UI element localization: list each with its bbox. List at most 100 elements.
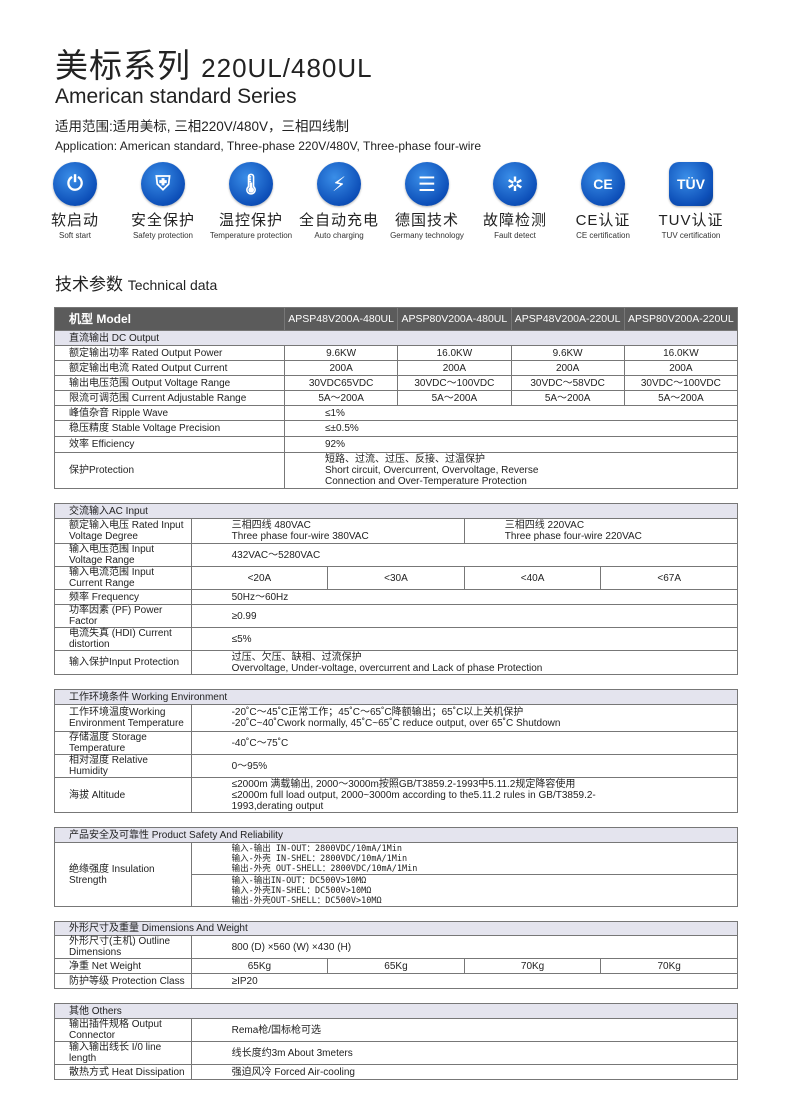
table-row: 绝缘强度 Insulation Strength 输入-输出 IN-OUT：280… [54, 842, 739, 907]
table-row: 输出插件规格 Output Connector Rema枪/国标枪可选 [54, 1018, 739, 1042]
row-label: 峰值杂音 Ripple Wave [54, 405, 285, 421]
section-title: 其他 Others [54, 1003, 738, 1019]
row-value: -20˚C～45˚C正常工作；45˚C～65˚C降额输出；65˚C以上关机保护 -… [190, 704, 739, 732]
feature-label-cn: TUV认证 [658, 212, 724, 229]
cell-line: Three phase four-wire 380VAC [231, 531, 369, 542]
row-value: 强迫风冷 Forced Air-cooling [190, 1064, 739, 1080]
cell-line: 三相四线 480VAC [231, 520, 311, 531]
table-row: 额定输出电流 Rated Output Current 200A 200A 200A 2… [54, 360, 739, 376]
row-value: 短路、过流、过压、反接、过温保护 Short circuit, Overcurre… [284, 452, 738, 489]
row-value: 0～95% [190, 754, 739, 778]
row-value: 200A [283, 360, 399, 376]
table-row: 稳压精度 Stable Voltage Precision ≤±0.5% [54, 420, 738, 437]
feature-label-en: TUV certification [661, 231, 721, 240]
cell-line: Rema枪/国标枪可选 [231, 1024, 322, 1036]
cell-line: ≤±0.5% [325, 423, 359, 434]
row-label: 额定输入电压 Rated Input Voltage Degree [54, 518, 192, 544]
cell-line: <30A [384, 572, 408, 584]
cell-line: 65Kg [247, 960, 272, 972]
row-value: 过压、欠压、缺相、过流保护 Overvoltage, Under-voltage,… [190, 650, 739, 675]
row-value: 50Hz～60Hz [190, 589, 739, 605]
row-value: 70Kg [463, 958, 602, 974]
row-value: 三相四线 220VAC Three phase four-wire 220VAC [463, 518, 739, 544]
page-title: 美标系列 220UL/480UL [55, 48, 373, 86]
row-value: ≥0.99 [190, 604, 739, 628]
cell-line: <40A [520, 572, 545, 584]
section-row: 交流输入AC Input [54, 503, 738, 519]
row-label: 电流失真 (HDI) Current distortion [54, 627, 192, 651]
cell-line: 9.6KW [326, 347, 357, 359]
cell-line: 过压、欠压、缺相、过流保护 [231, 651, 362, 663]
cell-line: 16.0KW [436, 347, 473, 359]
thermometer-icon: 🌡 [229, 162, 273, 206]
cell-line: -20˚C~40˚Cwork normally, 45˚C~65˚C reduc… [231, 718, 561, 729]
table-row: 效率 Efficiency 92% [54, 436, 738, 453]
cell-line: 16.0KW [663, 347, 699, 359]
row-value: 200A [623, 360, 739, 376]
row-value: <67A [600, 566, 738, 590]
cell-line: 三相四线 220VAC [504, 520, 585, 531]
cell-line: 432VAC～5280VAC [231, 549, 321, 561]
row-value: 92% [284, 436, 738, 453]
cell-line: ≤2000m 满载输出, 2000～3000m按照GB/T3859.2-1993… [231, 778, 576, 790]
cell-line: 短路、过流、过压、反接、过温保护 [325, 454, 485, 465]
row-label: 输入保护Input Protection [54, 650, 192, 675]
cell-line: Connection and Over-Temperature Protecti… [325, 476, 527, 487]
table-row: 保护Protection 短路、过流、过压、反接、过温保护 Short circui… [54, 452, 738, 489]
cell-line: <67A [657, 572, 681, 584]
cell-line: 线长度约3m About 3meters [231, 1047, 353, 1059]
shield-icon: ⛨ [141, 162, 185, 206]
section-title: 交流输入AC Input [54, 503, 738, 519]
row-value: 800 (D) ×560 (W) ×430 (H) [190, 935, 739, 959]
cell-line: 65Kg [384, 960, 408, 972]
section-row: 直流输出 DC Output [54, 330, 738, 346]
row-value: -40˚C～75˚C [190, 731, 739, 755]
model-name: APSP48V200A-220UL [510, 307, 625, 331]
table-row: 输入电压范围 Input Voltage Range 432VAC～5280VAC [54, 543, 739, 567]
row-value: 5A～200A [510, 390, 625, 406]
row-value: <40A [463, 566, 602, 590]
section-row: 产品安全及可靠性 Product Safety And Reliability [54, 827, 738, 843]
row-value: 432VAC～5280VAC [190, 543, 739, 567]
row-label: 输入输出线长 I/0 line length [54, 1041, 192, 1065]
row-label: 输出插件规格 Output Connector [54, 1018, 192, 1042]
spec-table: 交流输入AC Input 额定输入电压 Rated Input Voltage D… [54, 503, 739, 675]
row-label: 存储温度 Storage Temperature [54, 731, 192, 755]
row-label: 额定输出电流 Rated Output Current [54, 360, 285, 376]
row-label: 效率 Efficiency [54, 436, 285, 453]
table-row: 峰值杂音 Ripple Wave ≤1% [54, 405, 738, 421]
feature-0: ⏻ 软启动 Soft start [31, 162, 119, 241]
feature-4: ☰ 德国技术 Germany technology [383, 162, 471, 241]
row-label: 工作环境温度Working Environment Temperature [54, 704, 192, 732]
feature-label-en: Safety protection [132, 231, 194, 240]
table-row: 输入电流范围 Input Current Range <20A <30A <40A <6… [54, 566, 738, 590]
tuv-mark-icon: TÜV [669, 162, 713, 206]
feature-label-cn: CE认证 [575, 212, 631, 229]
feature-label-cn: 全自动充电 [298, 212, 379, 229]
table-row: 净重 Net Weight 65Kg 65Kg 70Kg 70Kg [54, 958, 738, 974]
cell-line: 200A [669, 362, 693, 374]
cell-line: 200A [555, 362, 580, 374]
feature-label-cn: 故障检测 [482, 212, 547, 229]
cell-line: 输出-外壳 OUT-SHELL：2800VDC/10mA/1Min [231, 863, 418, 874]
row-label: 外形尺寸(主机) Outline Dimensions [54, 935, 192, 959]
row-label: 净重 Net Weight [54, 958, 192, 974]
feature-6: CE CE认证 CE certification [559, 162, 647, 241]
feature-label-en: Temperature protection [209, 231, 293, 240]
feature-label-en: CE certification [576, 231, 630, 240]
model-name: APSP80V200A-220UL [623, 307, 739, 331]
row-value: 30VDC～100VDC [623, 375, 739, 391]
row-label: 输入电流范围 Input Current Range [54, 566, 192, 590]
cell-line: 5A～200A [318, 392, 364, 404]
row-label: 防护等级 Protection Class [54, 973, 192, 989]
table-row: 存储温度 Storage Temperature -40˚C～75˚C [54, 731, 739, 755]
table-row: 外形尺寸(主机) Outline Dimensions 800 (D) ×560 … [54, 935, 739, 959]
cell-line: ≥IP20 [231, 975, 258, 987]
section-title: 直流输出 DC Output [54, 330, 738, 346]
feature-label-en: Auto charging [314, 231, 364, 240]
model-name: APSP48V200A-480UL [283, 307, 399, 331]
table-row: 输入输出线长 I/0 line length 线长度约3m About 3mete… [54, 1041, 739, 1065]
section-title: 技术参数 Technical data [55, 274, 217, 296]
row-label: 相对湿度 Relative Humidity [54, 754, 192, 778]
feature-label-cn: 安全保护 [130, 212, 195, 229]
